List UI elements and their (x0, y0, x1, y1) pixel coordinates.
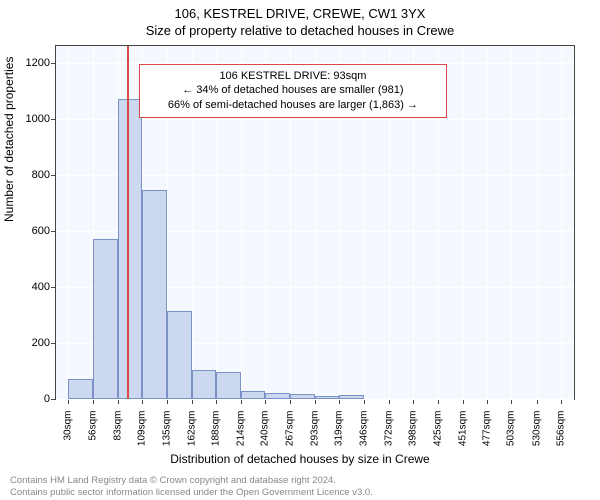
histogram-bar (118, 99, 142, 399)
grid-line-v (511, 46, 512, 399)
y-tick (51, 287, 55, 288)
grid-line-v (487, 46, 488, 399)
x-tick (68, 400, 69, 404)
x-axis-label: Distribution of detached houses by size … (0, 452, 600, 466)
grid-line-v (68, 46, 69, 399)
x-tick (216, 400, 217, 404)
info-line-property: 106 KESTREL DRIVE: 93sqm (148, 69, 438, 84)
x-tick (438, 400, 439, 404)
y-tick-label: 400 (10, 281, 50, 293)
histogram-bar (216, 372, 240, 399)
y-tick-label: 1200 (10, 57, 50, 69)
y-tick (51, 399, 55, 400)
x-tick (537, 400, 538, 404)
x-tick (118, 400, 119, 404)
histogram-bar (68, 379, 92, 399)
x-tick (413, 400, 414, 404)
histogram-bar (265, 393, 290, 399)
footer-line-2: Contains public sector information licen… (10, 487, 590, 498)
histogram-bar (339, 395, 364, 399)
y-tick-label: 600 (10, 225, 50, 237)
x-tick (93, 400, 94, 404)
histogram-bar (93, 239, 118, 399)
y-tick-label: 1000 (10, 113, 50, 125)
histogram-bar (315, 396, 339, 399)
x-tick (265, 400, 266, 404)
x-tick (142, 400, 143, 404)
property-marker-line (127, 46, 129, 399)
y-tick-label: 200 (10, 337, 50, 349)
histogram-bar (167, 311, 192, 399)
grid-line-v (561, 46, 562, 399)
page-subtitle: Size of property relative to detached ho… (0, 21, 600, 38)
histogram-bar (142, 190, 166, 399)
y-axis-label: Number of detached properties (2, 57, 16, 222)
histogram-bar (192, 370, 216, 399)
y-tick (51, 175, 55, 176)
x-tick (463, 400, 464, 404)
y-tick-label: 0 (10, 393, 50, 405)
footer-attribution: Contains HM Land Registry data © Crown c… (10, 475, 590, 498)
y-tick (51, 63, 55, 64)
grid-line-v (537, 46, 538, 399)
x-tick (487, 400, 488, 404)
x-tick (315, 400, 316, 404)
x-tick (364, 400, 365, 404)
y-tick-label: 800 (10, 169, 50, 181)
grid-line-v (463, 46, 464, 399)
info-line-smaller: ← 34% of detached houses are smaller (98… (148, 83, 438, 98)
chart-plot-area: 106 KESTREL DRIVE: 93sqm ← 34% of detach… (55, 45, 575, 400)
y-tick (51, 343, 55, 344)
x-tick (389, 400, 390, 404)
page-title: 106, KESTREL DRIVE, CREWE, CW1 3YX (0, 0, 600, 21)
x-tick (241, 400, 242, 404)
histogram-bar (290, 394, 314, 399)
y-tick (51, 119, 55, 120)
info-line-larger: 66% of semi-detached houses are larger (… (148, 98, 438, 113)
x-tick (290, 400, 291, 404)
x-tick (561, 400, 562, 404)
footer-line-1: Contains HM Land Registry data © Crown c… (10, 475, 590, 486)
x-tick (339, 400, 340, 404)
histogram-bar (241, 391, 265, 399)
x-tick (511, 400, 512, 404)
y-tick (51, 231, 55, 232)
x-tick (167, 400, 168, 404)
marker-info-box: 106 KESTREL DRIVE: 93sqm ← 34% of detach… (139, 64, 447, 119)
x-tick (192, 400, 193, 404)
